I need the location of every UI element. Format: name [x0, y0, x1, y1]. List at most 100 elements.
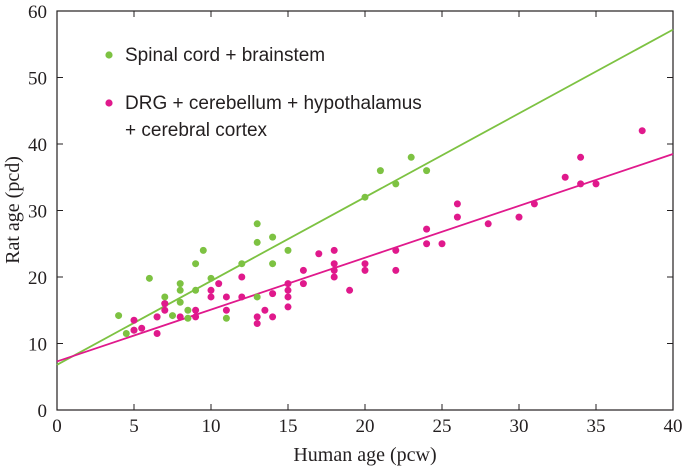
data-point-series-0-20: [253, 238, 261, 246]
data-point-series-1-36: [392, 246, 400, 254]
legend-label-drg-line-1: DRG + cerebellum + hypothalamus: [125, 93, 422, 114]
data-point-series-1-39: [423, 240, 431, 248]
x-tick-label-40: 40: [664, 416, 683, 437]
data-point-series-1-26: [299, 266, 307, 274]
data-point-series-0-7: [169, 312, 176, 320]
y-axis-title: Rat age (pcd): [2, 156, 24, 264]
data-point-series-0-27: [392, 180, 400, 188]
legend-marker-spinal-cord: [105, 51, 113, 59]
data-point-series-1-44: [515, 213, 523, 221]
data-point-series-0-8: [176, 280, 184, 288]
x-tick-label-10: 10: [202, 416, 221, 437]
data-point-series-1-46: [561, 173, 569, 181]
data-point-series-1-29: [330, 246, 338, 254]
data-point-series-0-17: [222, 314, 230, 322]
x-tick-label-35: 35: [587, 416, 606, 437]
legend: Spinal cord + brainstem DRG + cerebellum…: [105, 45, 422, 141]
y-tick-label-60: 60: [28, 2, 47, 23]
y-tick-label-50: 50: [28, 69, 47, 90]
data-point-series-1-37: [392, 266, 400, 274]
x-axis-title: Human age (pcw): [293, 444, 436, 466]
data-point-series-1-27: [299, 280, 307, 288]
data-point-series-1-0: [130, 316, 138, 324]
data-point-series-0-26: [376, 167, 384, 175]
data-point-series-1-22: [284, 280, 292, 288]
legend-marker-drg: [105, 99, 113, 107]
x-tick-label-20: 20: [356, 416, 375, 437]
fit-line-series-1: [56, 153, 674, 363]
data-point-series-0-1: [122, 330, 130, 338]
data-point-series-0-12: [184, 314, 192, 322]
data-point-series-1-12: [215, 280, 223, 288]
x-tick-label-30: 30: [510, 416, 529, 437]
data-point-series-1-42: [453, 213, 461, 221]
data-point-series-1-19: [261, 306, 269, 314]
axis-ticks: 0 5 10 15 20 25 30 35 40 0 10 20 30 40 50 60: [28, 2, 683, 437]
data-point-series-0-21: [253, 293, 261, 301]
data-point-series-1-49: [592, 180, 600, 188]
y-tick-label-20: 20: [28, 268, 47, 289]
data-point-series-0-10: [176, 298, 184, 306]
x-tick-label-0: 0: [52, 416, 62, 437]
data-point-series-1-11: [207, 286, 215, 294]
data-point-series-1-1: [130, 326, 138, 334]
data-point-series-1-10: [207, 293, 215, 301]
y-tick-label-10: 10: [28, 335, 47, 356]
data-point-series-0-16: [207, 274, 215, 282]
data-point-series-0-3: [145, 274, 153, 282]
data-point-series-1-30: [330, 260, 338, 268]
data-point-series-1-28: [315, 250, 323, 258]
y-tick-label-40: 40: [28, 135, 47, 156]
data-point-series-0-23: [269, 260, 277, 268]
data-point-series-1-18: [253, 313, 261, 321]
data-point-series-1-47: [577, 153, 585, 161]
data-point-series-0-11: [184, 306, 192, 314]
data-point-series-1-24: [284, 293, 292, 301]
data-point-series-1-48: [577, 180, 585, 188]
data-point-series-0-5: [161, 293, 169, 301]
legend-label-drg-line-2: + cerebral cortex: [125, 120, 268, 141]
data-point-series-1-34: [361, 260, 369, 268]
data-point-series-1-17: [253, 320, 261, 328]
data-point-series-1-7: [176, 313, 184, 321]
data-point-series-0-18: [238, 260, 246, 268]
data-point-series-0-13: [192, 260, 200, 268]
data-point-series-1-50: [638, 127, 646, 135]
data-point-series-0-22: [269, 233, 277, 241]
x-tick-label-15: 15: [279, 416, 298, 437]
data-point-series-1-14: [222, 306, 230, 314]
data-point-series-0-25: [361, 193, 369, 201]
data-point-series-0-19: [253, 220, 261, 228]
data-point-series-0-24: [284, 246, 292, 254]
data-point-series-1-25: [284, 303, 292, 311]
data-point-series-1-41: [453, 200, 461, 208]
data-point-series-1-21: [269, 290, 277, 298]
data-point-series-1-5: [161, 306, 169, 314]
data-point-series-1-2: [138, 324, 146, 332]
data-point-series-1-23: [284, 286, 292, 294]
data-point-series-1-8: [192, 313, 200, 321]
data-point-series-1-15: [238, 273, 246, 281]
data-point-series-1-40: [438, 240, 446, 248]
data-point-series-1-4: [153, 330, 161, 338]
data-point-series-1-45: [530, 200, 538, 208]
data-point-series-1-38: [423, 225, 431, 233]
data-point-series-1-16: [238, 293, 246, 301]
data-point-series-1-31: [330, 266, 338, 274]
data-point-series-1-35: [361, 266, 369, 274]
data-point-series-1-6: [161, 300, 169, 308]
data-point-series-0-0: [115, 312, 123, 320]
data-point-series-0-15: [199, 246, 207, 254]
legend-label-spinal-cord: Spinal cord + brainstem: [125, 45, 325, 66]
data-points: [115, 127, 646, 338]
data-point-series-1-9: [192, 306, 200, 314]
data-point-series-1-3: [153, 313, 161, 321]
data-point-series-1-43: [484, 220, 492, 228]
x-tick-label-5: 5: [129, 416, 139, 437]
data-point-series-1-20: [269, 313, 277, 321]
y-tick-label-0: 0: [38, 401, 48, 422]
y-tick-label-30: 30: [28, 202, 47, 223]
data-point-series-0-28: [407, 153, 415, 161]
data-point-series-1-13: [222, 293, 230, 301]
data-point-series-0-29: [423, 167, 431, 175]
